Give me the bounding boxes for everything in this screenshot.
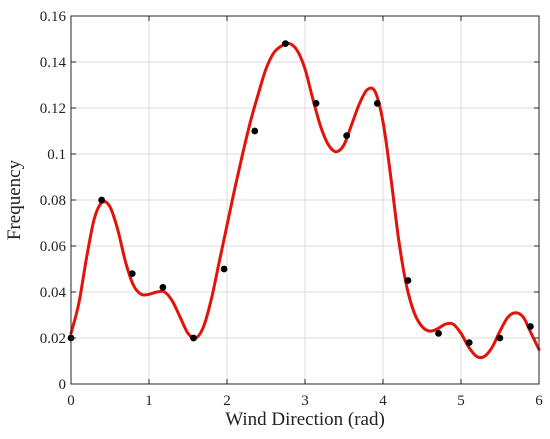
- x-tick-label: 5: [457, 393, 465, 409]
- grid: [70, 15, 540, 385]
- data-points-layer: [67, 40, 534, 346]
- x-tick-label: 1: [145, 393, 153, 409]
- y-tick-label: 0.16: [40, 9, 67, 25]
- x-tick-label: 4: [379, 393, 387, 409]
- data-point: [373, 100, 381, 107]
- y-tick-label: 0.14: [40, 55, 67, 71]
- data-point: [496, 334, 504, 342]
- data-point: [404, 277, 412, 284]
- y-tick-label: 0.04: [40, 285, 67, 301]
- data-point: [282, 40, 289, 47]
- data-point: [527, 323, 534, 330]
- data-point: [435, 330, 442, 337]
- data-point: [312, 100, 320, 107]
- data-point: [465, 339, 473, 346]
- y-axis-label: Frequency: [4, 159, 25, 240]
- y-tick-label: 0.1: [47, 147, 66, 163]
- x-tick-label: 2: [223, 393, 231, 409]
- x-axis-ticks: 0 1 2 3 4 5 6: [67, 16, 543, 409]
- data-point: [98, 196, 106, 204]
- x-tick-label: 0: [67, 393, 75, 409]
- y-tick-label: 0.02: [40, 331, 66, 347]
- data-point: [251, 127, 259, 135]
- y-tick-label: 0.08: [40, 193, 66, 209]
- x-tick-label: 6: [535, 393, 543, 409]
- fitted-curve-layer: [69, 41, 541, 360]
- y-axis-ticks: 0 0.02 0.04 0.06 0.08 0.1 0.12 0.14 0.16: [40, 9, 539, 393]
- fitted-curve-line: [69, 41, 541, 360]
- data-point: [343, 132, 351, 140]
- x-axis-label: Wind Direction (rad): [225, 409, 385, 430]
- data-point: [220, 265, 228, 273]
- y-tick-label: 0.06: [40, 239, 67, 255]
- y-tick-label: 0: [59, 377, 67, 393]
- data-point: [159, 284, 167, 291]
- data-point: [128, 270, 136, 277]
- x-tick-label: 3: [301, 393, 309, 409]
- data-point: [190, 334, 197, 342]
- y-tick-label: 0.12: [40, 101, 66, 117]
